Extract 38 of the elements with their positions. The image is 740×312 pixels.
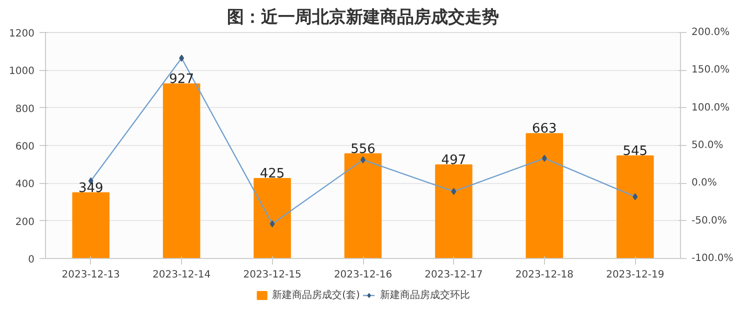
- x-tick-label: 2023-12-15: [243, 270, 302, 280]
- y2-tick-label: -100.0%: [692, 253, 734, 264]
- data-label: 556: [350, 142, 376, 157]
- y-tick-label: 0: [28, 254, 35, 266]
- legend-label: 新建商品房成交环比: [380, 288, 470, 302]
- bar: [254, 178, 291, 258]
- data-label: 545: [622, 144, 648, 159]
- bar: [435, 164, 472, 258]
- x-tick-label: 2023-12-17: [424, 270, 483, 280]
- y2-tick-label: -50.0%: [692, 215, 727, 226]
- bar: [72, 192, 110, 258]
- y2-tick-label: 0.0%: [692, 178, 717, 189]
- y-tick-label: 1000: [9, 66, 35, 78]
- x-tick-label: 2023-12-13: [62, 270, 120, 280]
- chart-title: 图：近一周北京新建商品房成交走势: [227, 8, 499, 28]
- y2-tick-label: 200.0%: [692, 27, 730, 38]
- y-tick-label: 400: [15, 179, 35, 190]
- bar: [162, 83, 200, 258]
- y-tick-label: 200: [15, 216, 35, 228]
- bar: [526, 133, 564, 258]
- y2-tick-label: 150.0%: [692, 64, 730, 76]
- data-label: 663: [532, 122, 557, 137]
- y-tick-label: 1200: [9, 28, 35, 40]
- bar: [616, 155, 654, 258]
- y-tick-label: 800: [15, 104, 35, 115]
- y2-tick-label: 50.0%: [692, 140, 724, 151]
- legend-label: 新建商品房成交(套): [272, 288, 360, 302]
- x-tick-label: 2023-12-16: [334, 270, 392, 280]
- data-label: 349: [78, 180, 104, 196]
- data-label: 497: [441, 152, 466, 168]
- data-label: 425: [260, 166, 285, 182]
- y2-tick-label: 100.0%: [692, 102, 730, 114]
- data-label: 927: [169, 72, 194, 87]
- y-tick-label: 600: [15, 142, 35, 152]
- x-tick-label: 2023-12-14: [152, 270, 211, 280]
- x-tick-label: 2023-12-18: [515, 270, 574, 280]
- bar: [344, 153, 382, 258]
- x-tick-label: 2023-12-19: [606, 270, 664, 280]
